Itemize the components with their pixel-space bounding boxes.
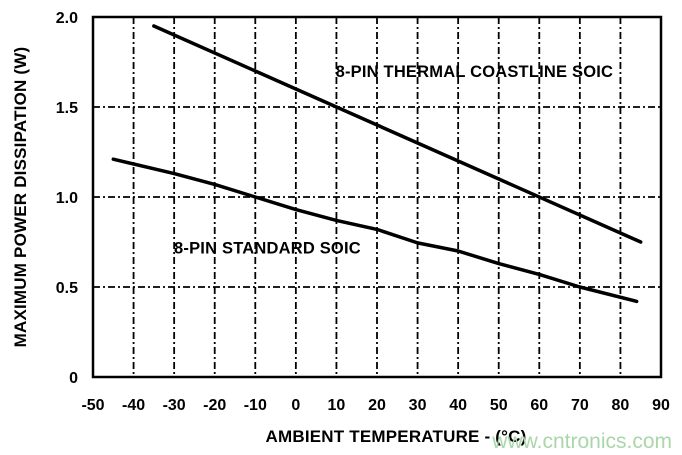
x-tick-label: 60 xyxy=(530,397,548,414)
y-tick-label: 2.0 xyxy=(56,10,78,27)
x-tick-label: 40 xyxy=(449,397,467,414)
x-tick-label: 70 xyxy=(571,397,589,414)
x-tick-label: 30 xyxy=(409,397,427,414)
y-tick-label: 0 xyxy=(69,370,78,387)
plot-border xyxy=(91,15,663,379)
x-tick-label: -50 xyxy=(81,397,104,414)
x-tick-label: 80 xyxy=(612,397,630,414)
x-tick-label: 0 xyxy=(291,397,300,414)
x-tick-label: 90 xyxy=(652,397,670,414)
x-tick-label: -20 xyxy=(203,397,226,414)
y-tick-label: 1.0 xyxy=(56,190,78,207)
x-tick-label: 20 xyxy=(368,397,386,414)
x-tick-label: -40 xyxy=(122,397,145,414)
x-tick-label: 50 xyxy=(490,397,508,414)
x-axis-title: AMBIENT TEMPERATURE - (°C) xyxy=(266,427,527,446)
watermark: www.cntronics.com xyxy=(491,430,672,453)
series-label-0: 8-PIN THERMAL COASTLINE SOIC xyxy=(336,63,614,81)
series-label-1: 8-PIN STANDARD SOIC xyxy=(174,239,361,257)
y-axis-title: MAXIMUM POWER DISSIPATION (W) xyxy=(11,47,30,348)
x-tick-label: -10 xyxy=(244,397,267,414)
series-line-1 xyxy=(111,157,639,304)
y-tick-label: 1.5 xyxy=(56,100,78,117)
series-line-0 xyxy=(152,24,643,244)
y-tick-label: 0.5 xyxy=(56,280,78,297)
x-tick-label: 10 xyxy=(328,397,346,414)
x-tick-label: -30 xyxy=(163,397,186,414)
